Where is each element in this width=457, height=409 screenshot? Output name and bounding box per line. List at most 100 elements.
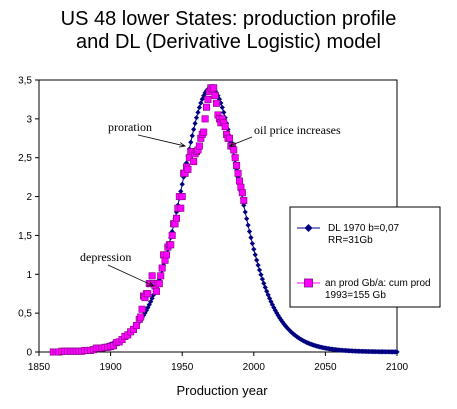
- legend: DL 1970 b=0,07 RR=31Gb an prod Gb/a: cum…: [289, 206, 441, 308]
- y-tick-label: 1,5: [18, 231, 32, 242]
- y-tick-label: 2: [26, 192, 32, 203]
- production-point: [235, 177, 243, 185]
- production-point: [225, 134, 233, 142]
- annotation-arrow: [137, 134, 186, 147]
- production-point: [233, 161, 241, 169]
- annotations: proration oil price increases depression: [80, 120, 341, 287]
- production-point: [231, 154, 239, 162]
- model-point: [259, 276, 265, 282]
- model-point: [241, 202, 247, 208]
- y-tick-label: 0,5: [18, 309, 32, 320]
- model-point: [261, 280, 267, 286]
- annotation-label: proration: [108, 120, 152, 134]
- x-tick-label: 2000: [243, 362, 266, 373]
- chart-title-line-1: US 48 lower States: production profile: [60, 8, 397, 30]
- production-point: [168, 231, 176, 239]
- production-point: [240, 196, 248, 204]
- production-point: [178, 193, 186, 201]
- annotation-arrowhead: [179, 142, 187, 148]
- model-point: [249, 240, 255, 247]
- legend-prod-label-1: an prod Gb/a: cum prod: [325, 278, 431, 289]
- model-point: [246, 228, 253, 235]
- model-point: [196, 104, 202, 111]
- model-point: [146, 302, 152, 308]
- model-point: [179, 181, 185, 187]
- production-point: [144, 290, 152, 298]
- legend-prod-label-2: 1993=155 Gb: [325, 290, 386, 301]
- model-point: [281, 321, 287, 327]
- production-point: [201, 115, 209, 123]
- production-point: [203, 103, 211, 111]
- model-point: [272, 307, 278, 313]
- production-point: [213, 99, 221, 107]
- model-point: [254, 257, 260, 263]
- model-point: [262, 284, 268, 291]
- production-point: [177, 204, 185, 212]
- model-point: [193, 115, 200, 121]
- y-tick-label: 3,5: [18, 76, 32, 87]
- model-point: [195, 109, 201, 115]
- model-point: [287, 327, 293, 334]
- y-tick-label: 1: [26, 270, 32, 281]
- model-point: [255, 262, 261, 268]
- model-point: [219, 104, 225, 111]
- model-point: [242, 209, 248, 215]
- model-point: [251, 246, 257, 252]
- model-point: [289, 330, 296, 336]
- legend-model-label-2: RR=31Gb: [328, 235, 373, 246]
- production-point: [172, 214, 180, 222]
- legend-prod-marker: [304, 278, 313, 288]
- model-point: [288, 329, 294, 335]
- model-point: [191, 126, 197, 133]
- production-point: [158, 264, 166, 272]
- y-tick-label: 3: [26, 114, 32, 125]
- model-point: [264, 288, 270, 294]
- model-point: [269, 302, 276, 308]
- model-point: [258, 272, 264, 278]
- model-point: [394, 349, 400, 355]
- production-point: [155, 280, 163, 288]
- model-point: [221, 109, 227, 115]
- production-point: [184, 165, 192, 173]
- model-point: [282, 323, 288, 329]
- x-tick-label: 1950: [171, 362, 194, 373]
- production-point: [167, 241, 175, 249]
- annotation-arrow: [107, 264, 154, 287]
- production-point: [195, 142, 203, 150]
- model-point: [248, 235, 254, 241]
- annotation-arrow: [229, 136, 253, 147]
- y-tick-label: 0: [26, 348, 32, 359]
- legend-box: [289, 206, 441, 308]
- model-point: [198, 100, 204, 106]
- production-point: [230, 146, 238, 154]
- production-point: [152, 287, 160, 295]
- production-point: [157, 272, 165, 280]
- production-point: [162, 251, 170, 259]
- x-tick-label: 1850: [28, 362, 51, 373]
- production-point: [210, 84, 218, 92]
- model-point: [275, 312, 281, 319]
- production-point: [238, 189, 246, 197]
- production-point: [190, 158, 198, 166]
- model-point: [189, 133, 195, 139]
- model-point: [244, 216, 250, 222]
- x-axis-label: Production year: [176, 383, 268, 398]
- production-point: [132, 322, 140, 330]
- x-axis: 1850 1900 1950 2000 2050 2100: [28, 352, 409, 373]
- production-point: [200, 128, 208, 136]
- annotation-label: depression: [80, 250, 131, 264]
- model-point: [245, 222, 251, 228]
- production-series: [49, 84, 248, 356]
- annotation-arrowhead: [228, 141, 236, 147]
- x-tick-label: 1900: [99, 362, 122, 373]
- model-point: [188, 139, 194, 145]
- model-point: [274, 310, 280, 316]
- chart-title-line-2: and DL (Derivative Logistic) model: [76, 31, 381, 53]
- model-point: [252, 252, 258, 258]
- production-point: [221, 123, 229, 131]
- model-point: [192, 120, 198, 126]
- x-tick-label: 2050: [314, 362, 337, 373]
- production-point: [204, 95, 212, 103]
- x-tick-label: 2100: [386, 362, 409, 373]
